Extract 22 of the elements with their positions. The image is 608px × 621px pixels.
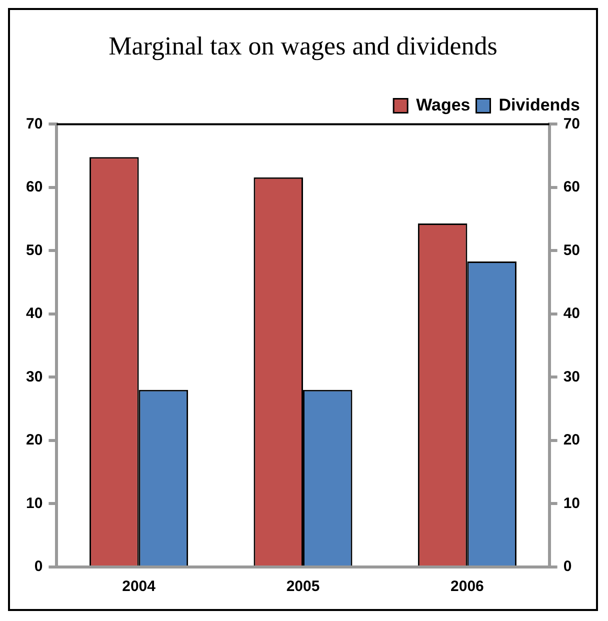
y2-tick-label: 40: [563, 305, 580, 322]
x-tick-label: 2005: [286, 578, 320, 596]
legend-label: Dividends: [498, 95, 580, 114]
x-tick-label: 2006: [450, 578, 484, 596]
y2-tick-label: 0: [563, 558, 572, 576]
y-tick-label: 10: [26, 494, 43, 512]
y2-tick-label: 20: [563, 432, 580, 449]
legend-label: Wages: [416, 95, 470, 114]
y-tick-label: 40: [26, 305, 43, 322]
chart-title: Marginal tax on wages and dividends: [108, 31, 498, 60]
y-tick-label: 70: [26, 115, 43, 132]
y-tick-label: 60: [26, 178, 43, 196]
y2-tick-label: 60: [563, 178, 580, 196]
y-tick-label: 30: [26, 368, 43, 386]
y2-tick-label: 70: [563, 115, 580, 132]
y2-tick-label: 10: [563, 494, 580, 512]
y-tick-label: 0: [34, 558, 43, 576]
y-tick-label: 20: [26, 432, 43, 449]
y-tick-label: 50: [26, 242, 43, 259]
y2-tick-label: 50: [563, 242, 580, 259]
y2-tick-label: 30: [563, 368, 580, 386]
x-tick-label: 2004: [122, 578, 156, 596]
